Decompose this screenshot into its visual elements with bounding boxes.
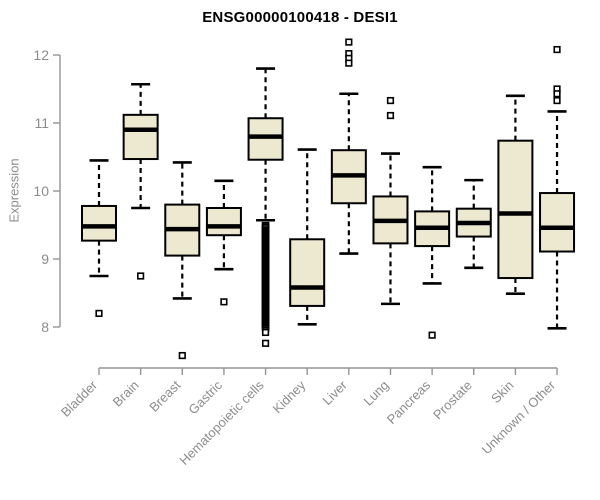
x-category-label-kidney: Kidney xyxy=(270,377,309,416)
y-tick-label: 9 xyxy=(41,251,49,267)
boxplot-gastric xyxy=(205,179,242,306)
iqr-box xyxy=(81,204,117,242)
x-category-label-brain: Brain xyxy=(110,378,142,410)
boxplot-brain xyxy=(122,82,159,280)
boxplot-hematopoietic-cells xyxy=(247,67,284,347)
x-category-label-liver: Liver xyxy=(319,377,350,408)
outlier-point xyxy=(553,45,561,54)
outlier-point xyxy=(345,59,353,67)
x-category-label-bladder: Bladder xyxy=(58,377,101,420)
iqr-box xyxy=(122,113,159,161)
y-tick-label: 12 xyxy=(33,47,49,63)
outlier-point xyxy=(137,272,145,280)
iqr-box xyxy=(247,117,284,161)
outlier-point xyxy=(95,309,103,318)
boxplot-bladder xyxy=(81,159,117,318)
x-category-label-lung: Lung xyxy=(361,378,392,409)
outlier-point xyxy=(261,221,270,230)
iqr-box xyxy=(289,238,326,307)
outlier-point xyxy=(261,328,270,337)
outlier-point xyxy=(261,339,270,347)
x-category-label-skin: Skin xyxy=(488,378,516,406)
y-tick-label: 10 xyxy=(33,183,49,199)
outlier-point xyxy=(553,96,561,105)
y-tick-label: 8 xyxy=(41,319,49,335)
y-axis: 8 9 10 11 12 xyxy=(33,47,61,335)
x-category-label-breast: Breast xyxy=(146,377,183,414)
x-category-label-prostate: Prostate xyxy=(430,378,475,423)
outlier-point xyxy=(178,351,186,360)
outlier-point xyxy=(345,38,353,46)
outlier-point xyxy=(553,90,561,98)
x-category-label-unknown-other: Unknown / Other xyxy=(479,377,559,457)
iqr-box xyxy=(497,139,534,280)
boxplot-skin xyxy=(497,94,534,295)
boxplot-breast xyxy=(164,161,201,360)
outlier-point xyxy=(386,96,395,105)
boxplot-pancreas xyxy=(414,165,451,339)
chart-title: ENSG00000100418 - DESI1 xyxy=(202,9,398,26)
y-tick-label: 11 xyxy=(34,115,49,131)
outlier-point xyxy=(220,298,228,306)
x-category-label-pancreas: Pancreas xyxy=(384,377,434,427)
x-category-label-gastric: Gastric xyxy=(185,377,225,417)
outlier-point xyxy=(386,111,395,120)
iqr-box xyxy=(205,207,242,237)
boxplot-lung xyxy=(372,96,409,306)
boxplot-kidney xyxy=(289,148,326,326)
boxplot-prostate xyxy=(455,178,492,270)
outlier-point xyxy=(428,331,436,339)
boxplot-liver xyxy=(330,38,367,255)
boxplot-unknown-other xyxy=(539,45,576,330)
iqr-box xyxy=(539,192,576,253)
